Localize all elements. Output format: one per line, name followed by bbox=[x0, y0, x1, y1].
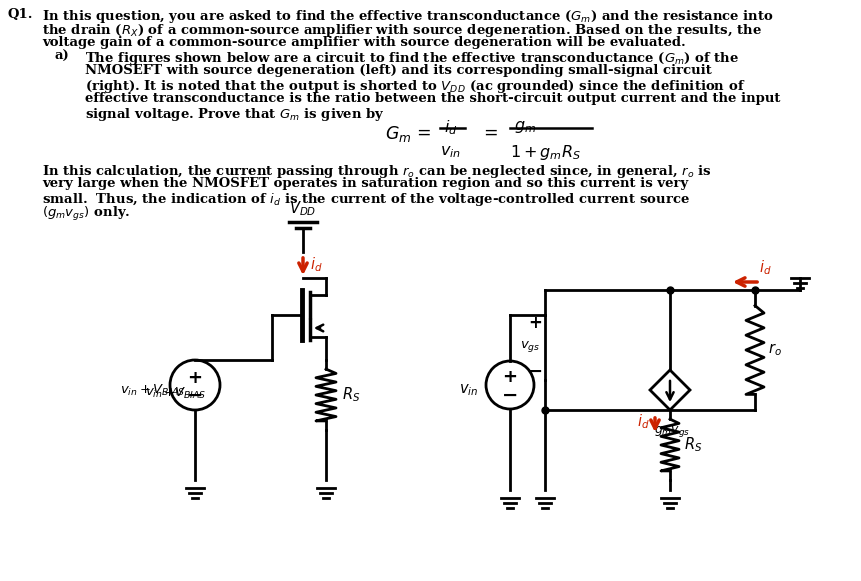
Text: $R_S$: $R_S$ bbox=[342, 386, 360, 404]
Text: $i_d$: $i_d$ bbox=[758, 259, 771, 277]
Text: small.  Thus, the indication of $i_d$ is the current of the voltage-controlled c: small. Thus, the indication of $i_d$ is … bbox=[42, 191, 689, 208]
Text: $v_{in}$: $v_{in}$ bbox=[458, 382, 478, 398]
Text: +: + bbox=[502, 368, 517, 386]
Text: NMOSEFT with source degeneration (left) and its corresponding small-signal circu: NMOSEFT with source degeneration (left) … bbox=[85, 64, 711, 77]
Text: $i_d$: $i_d$ bbox=[443, 118, 457, 137]
Text: $v_{in} + V_{BIAS}$: $v_{in} + V_{BIAS}$ bbox=[120, 382, 185, 397]
Text: signal voltage. Prove that $G_m$ is given by: signal voltage. Prove that $G_m$ is give… bbox=[85, 106, 384, 123]
Text: The figures shown below are a circuit to find the effective transconductance ($G: The figures shown below are a circuit to… bbox=[85, 50, 739, 67]
Text: $v_{in}$: $v_{in}$ bbox=[146, 386, 163, 400]
Text: very large when the NMOSFET operates in saturation region and so this current is: very large when the NMOSFET operates in … bbox=[42, 177, 687, 190]
Text: Q1.: Q1. bbox=[8, 8, 34, 21]
Text: $1+g_mR_S$: $1+g_mR_S$ bbox=[510, 143, 580, 162]
Text: $=$: $=$ bbox=[412, 124, 430, 141]
Text: a): a) bbox=[55, 50, 70, 63]
Text: $R_S$: $R_S$ bbox=[684, 436, 702, 454]
Text: $+ V_{BIAS}$: $+ V_{BIAS}$ bbox=[163, 385, 206, 400]
Text: In this question, you are asked to find the effective transconductance ($G_m$) a: In this question, you are asked to find … bbox=[42, 8, 773, 25]
Text: $i_d$: $i_d$ bbox=[310, 256, 322, 274]
Text: the drain ($R_X$) of a common-source amplifier with source degeneration. Based o: the drain ($R_X$) of a common-source amp… bbox=[42, 22, 761, 39]
Text: $=$: $=$ bbox=[480, 124, 498, 141]
Text: −: − bbox=[527, 363, 542, 381]
Text: In this calculation, the current passing through $r_o$ can be neglected since, i: In this calculation, the current passing… bbox=[42, 163, 711, 180]
Text: $G_m$: $G_m$ bbox=[385, 124, 411, 144]
Text: (right). It is noted that the output is shorted to $V_{DD}$ (ac grounded) since : (right). It is noted that the output is … bbox=[85, 78, 745, 95]
Text: $i_d$: $i_d$ bbox=[636, 413, 649, 431]
Text: +: + bbox=[188, 369, 202, 387]
Text: −: − bbox=[187, 386, 203, 404]
Text: +: + bbox=[528, 314, 542, 332]
Text: $v_{in}$: $v_{in}$ bbox=[439, 143, 461, 160]
Text: $v_{gs}$: $v_{gs}$ bbox=[519, 339, 539, 354]
Text: effective transconductance is the ratio between the short-circuit output current: effective transconductance is the ratio … bbox=[85, 92, 779, 105]
Text: −: − bbox=[501, 386, 517, 404]
Text: $g_m$: $g_m$ bbox=[513, 118, 536, 135]
Text: $(g_mv_{gs})$ only.: $(g_mv_{gs})$ only. bbox=[42, 205, 130, 223]
Text: $r_o$: $r_o$ bbox=[767, 342, 781, 358]
Text: $V_{DD}$: $V_{DD}$ bbox=[289, 199, 316, 218]
Text: $g_mv_{gs}$: $g_mv_{gs}$ bbox=[653, 424, 690, 439]
Text: voltage gain of a common-source amplifier with source degeneration will be evalu: voltage gain of a common-source amplifie… bbox=[42, 36, 685, 49]
